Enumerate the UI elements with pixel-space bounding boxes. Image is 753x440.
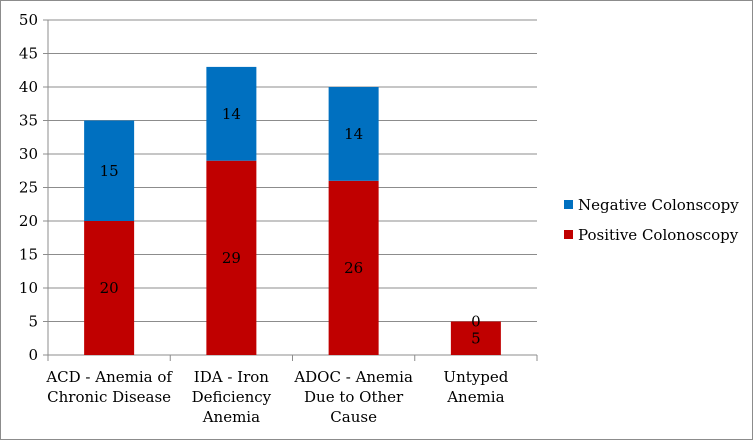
y-tick-label: 30 (19, 145, 38, 163)
x-category-label: ADOC - Anemia (293, 368, 413, 386)
x-category-label: Deficiency (192, 388, 272, 406)
data-label: 20 (100, 279, 119, 297)
legend-label: Negative Colonscopy (578, 196, 739, 214)
y-tick-label: 50 (19, 11, 38, 29)
y-tick-label: 45 (19, 45, 38, 63)
x-category-label: Anemia (446, 388, 504, 406)
y-tick-label: 0 (28, 346, 38, 364)
data-label: 29 (222, 249, 241, 267)
data-label: 0 (471, 313, 481, 331)
x-category-label: Untyped (443, 368, 508, 386)
y-tick-label: 5 (28, 313, 38, 331)
y-tick-label: 20 (19, 212, 38, 230)
x-category-label: Cause (330, 408, 377, 426)
data-label: 26 (344, 259, 363, 277)
bar-segment (84, 120, 135, 221)
data-label: 14 (344, 125, 363, 143)
data-label: 14 (222, 105, 241, 123)
x-category-label: IDA - Iron (194, 368, 270, 386)
x-category-label: Anemia (202, 408, 260, 426)
y-tick-label: 15 (19, 246, 38, 264)
data-label: 5 (471, 329, 481, 347)
y-tick-label: 35 (19, 112, 38, 130)
x-category-label: Chronic Disease (47, 388, 171, 406)
bar-segment (328, 180, 379, 355)
bar-segment (84, 221, 135, 355)
y-tick-label: 10 (19, 279, 38, 297)
x-category-label: Due to Other (304, 388, 404, 406)
y-tick-label: 25 (19, 179, 38, 197)
data-label: 15 (100, 162, 119, 180)
bar-segment (206, 66, 257, 161)
legend-swatch (564, 200, 573, 209)
y-tick-label: 40 (19, 78, 38, 96)
bar-segment (206, 160, 257, 355)
legend-swatch (564, 230, 573, 239)
bar-segment (450, 321, 501, 355)
bar-segment (328, 87, 379, 181)
x-category-label: ACD - Anemia of (45, 368, 173, 386)
legend-label: Positive Colonoscopy (578, 226, 739, 244)
